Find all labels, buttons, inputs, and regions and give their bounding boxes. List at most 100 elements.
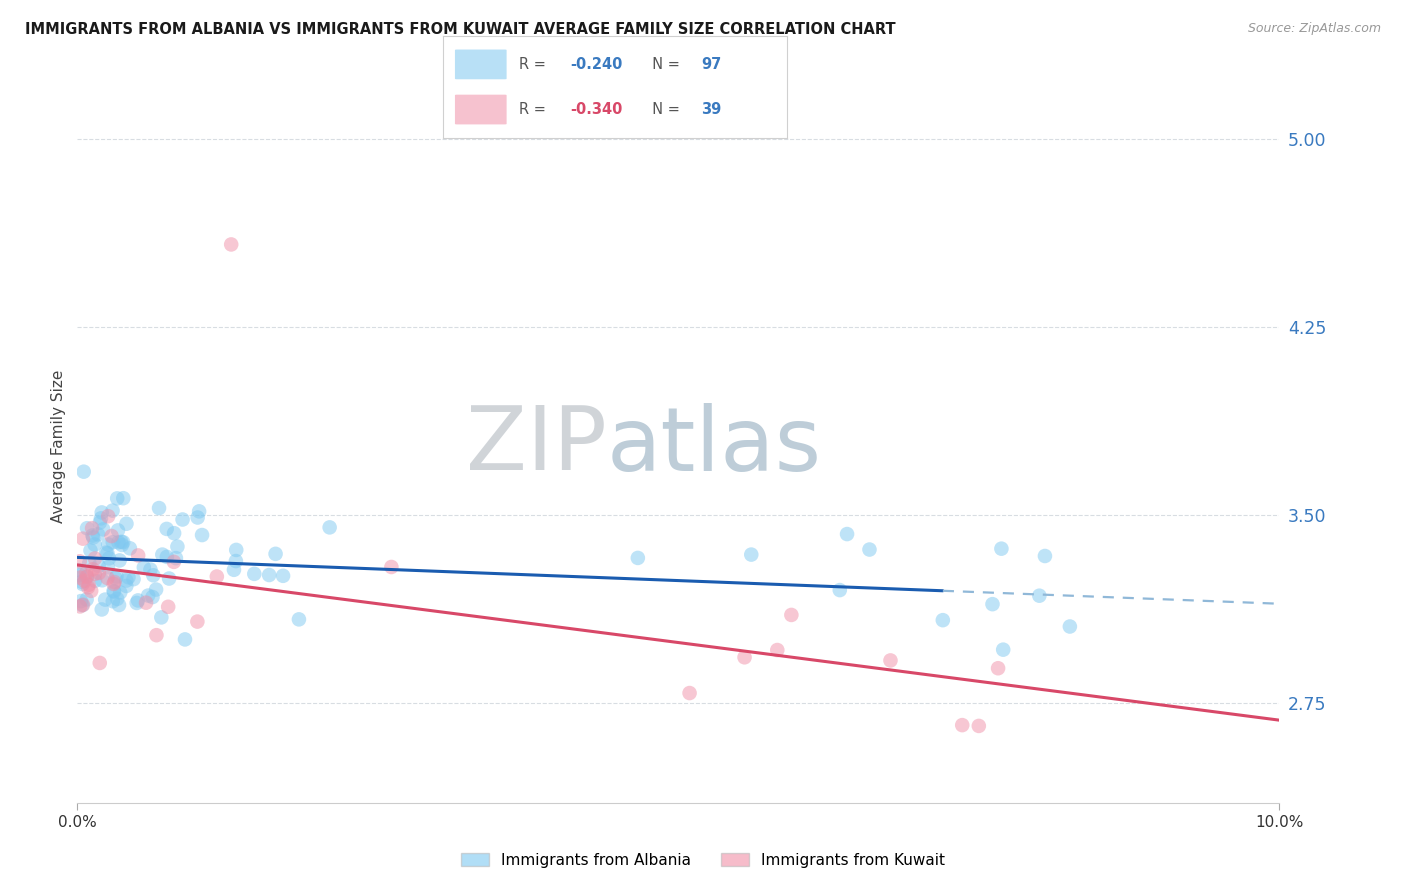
Point <box>97 509 120 524</box>
Point <box>157 572 180 586</box>
Point <box>69 554 91 568</box>
Point <box>222 563 245 577</box>
Point <box>69 564 91 578</box>
Point <box>94 545 117 559</box>
Point <box>828 583 851 598</box>
Point <box>115 579 138 593</box>
Point <box>101 535 124 549</box>
Point <box>380 560 402 574</box>
Point <box>76 570 98 584</box>
Point <box>188 504 211 518</box>
Point <box>82 562 104 576</box>
Point <box>1059 619 1081 633</box>
Point <box>145 582 167 597</box>
Point <box>288 612 311 626</box>
Point <box>76 592 98 607</box>
Point <box>141 590 163 604</box>
Point <box>97 560 120 574</box>
Point <box>156 522 179 536</box>
Point <box>981 597 1004 611</box>
Point <box>94 592 117 607</box>
Point <box>112 491 135 506</box>
Point <box>80 521 103 535</box>
Point <box>73 465 96 479</box>
Point <box>150 548 173 562</box>
Point <box>91 522 114 536</box>
Point <box>205 569 228 583</box>
Point <box>75 566 97 581</box>
Point <box>163 555 186 569</box>
Point <box>950 718 973 732</box>
Point <box>187 510 209 524</box>
Point <box>90 505 112 519</box>
Point <box>166 540 188 554</box>
Point <box>186 615 208 629</box>
Point <box>142 568 165 582</box>
Point <box>73 574 96 588</box>
Point <box>72 532 94 546</box>
Point <box>219 237 242 252</box>
Point <box>835 527 858 541</box>
Point <box>84 574 107 588</box>
Point <box>108 553 131 567</box>
Point <box>257 568 280 582</box>
Point <box>117 570 139 584</box>
Point <box>780 607 803 622</box>
Point <box>766 643 789 657</box>
Point <box>225 542 247 557</box>
Point <box>103 584 125 599</box>
Point <box>103 577 125 591</box>
Point <box>90 511 112 525</box>
Point <box>135 596 157 610</box>
Point <box>740 548 762 562</box>
Point <box>103 575 125 590</box>
Point <box>243 566 266 581</box>
Point <box>127 549 149 563</box>
Point <box>172 512 194 526</box>
Point <box>101 594 124 608</box>
Point <box>191 528 214 542</box>
Point <box>165 551 187 566</box>
Text: N =: N = <box>643 102 685 117</box>
Text: 97: 97 <box>702 57 721 72</box>
Point <box>97 537 120 551</box>
Text: IMMIGRANTS FROM ALBANIA VS IMMIGRANTS FROM KUWAIT AVERAGE FAMILY SIZE CORRELATIO: IMMIGRANTS FROM ALBANIA VS IMMIGRANTS FR… <box>25 22 896 37</box>
Point <box>72 598 94 612</box>
Point <box>879 653 901 667</box>
Point <box>932 613 955 627</box>
Point <box>990 541 1012 556</box>
Text: Source: ZipAtlas.com: Source: ZipAtlas.com <box>1247 22 1381 36</box>
Point <box>100 529 122 543</box>
Point <box>79 556 101 570</box>
Point <box>105 491 128 506</box>
Point <box>1033 549 1056 563</box>
Point <box>108 598 131 612</box>
Point <box>678 686 700 700</box>
Point <box>69 568 91 582</box>
Point <box>271 569 294 583</box>
Point <box>105 591 128 606</box>
Point <box>82 531 104 545</box>
Point <box>70 594 93 608</box>
Point <box>107 535 129 549</box>
Text: ZIP: ZIP <box>465 402 606 490</box>
Point <box>79 543 101 558</box>
Point <box>83 551 105 566</box>
Point <box>69 571 91 585</box>
Point <box>87 559 110 574</box>
Point <box>993 642 1015 657</box>
Point <box>987 661 1010 675</box>
Point <box>110 585 132 599</box>
Point <box>122 572 145 586</box>
Point <box>72 577 94 591</box>
Point <box>318 520 340 534</box>
Point <box>87 527 110 541</box>
Point <box>96 571 118 585</box>
Point <box>77 580 100 594</box>
Point <box>174 632 197 647</box>
Point <box>83 566 105 581</box>
Point <box>112 535 135 549</box>
Point <box>858 542 880 557</box>
Point <box>148 501 170 516</box>
Point <box>110 534 132 549</box>
